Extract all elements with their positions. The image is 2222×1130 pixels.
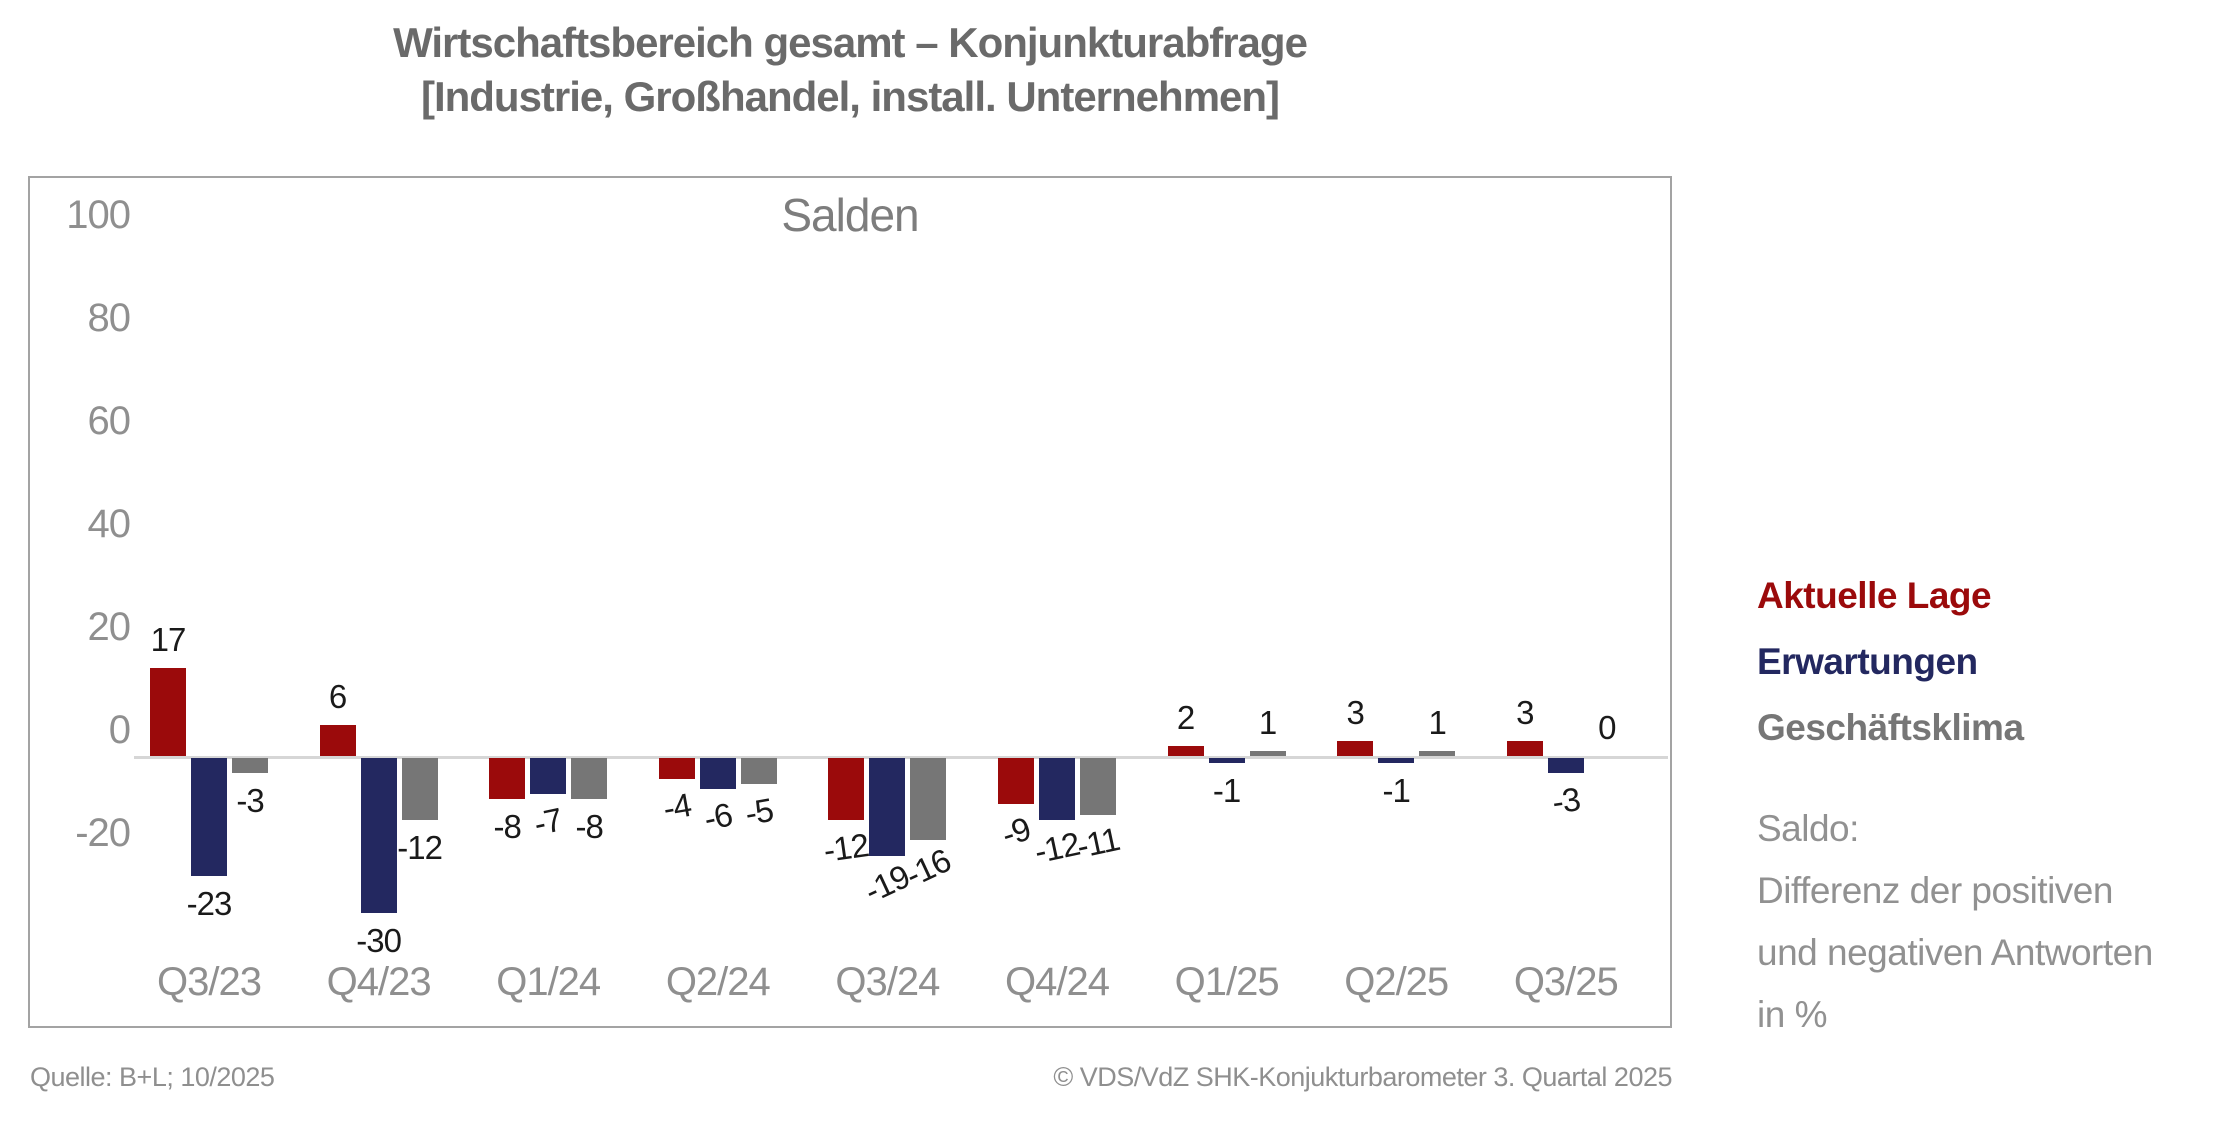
plot-inner-title: Salden	[781, 189, 919, 241]
zero-axis-line	[134, 756, 1668, 759]
x-category-label: Q1/24	[496, 960, 601, 1004]
saldo-note-line: Differenz der positiven	[1757, 870, 2113, 911]
bar-value-label: 2	[1176, 699, 1195, 736]
bar	[869, 758, 906, 856]
bar	[191, 758, 227, 876]
bar-value-label: -23	[186, 885, 233, 922]
x-category-label: Q4/24	[1005, 960, 1110, 1004]
bar	[401, 758, 438, 820]
bar	[360, 758, 397, 913]
bar	[1506, 741, 1543, 756]
chart-title-line1: Wirtschaftsbereich gesamt – Konjunkturab…	[393, 19, 1308, 66]
bar	[232, 758, 268, 773]
bar	[319, 725, 356, 756]
bar	[1167, 746, 1204, 756]
y-tick-label: 60	[87, 399, 132, 443]
bar	[1249, 751, 1286, 756]
bar-value-label: -3	[236, 782, 264, 819]
legend-saldo-note: Saldo: Differenz der positiven und negat…	[1757, 798, 2209, 1046]
bar	[571, 758, 608, 799]
bar	[998, 758, 1034, 804]
plot-area: 100 80 60 40 20 0 -20 17 6 -8 -4 -12 -9 2 3 3 -23 -30 -7 -6…	[30, 178, 1670, 1026]
bar	[828, 758, 865, 820]
saldo-note-line: und negativen Antworten	[1757, 932, 2153, 973]
x-category-label: Q3/23	[157, 960, 262, 1004]
bar	[150, 668, 186, 756]
bar-value-label: -12	[397, 829, 443, 866]
y-tick-label: 80	[87, 296, 132, 340]
bar	[1080, 758, 1116, 815]
copyright-note: © VDS/VdZ SHK-Konjukturbarometer 3. Quar…	[1053, 1062, 1672, 1092]
bar	[910, 758, 947, 840]
bar-value-label: 3	[1516, 694, 1534, 731]
source-note: Quelle: B+L; 10/2025	[30, 1062, 275, 1092]
bar-value-label: -30	[356, 922, 402, 959]
bar-value-label: 6	[328, 678, 347, 715]
bar	[1337, 741, 1374, 756]
bar	[1419, 751, 1456, 756]
bar-value-label: -8	[575, 808, 604, 845]
bar-value-label: -8	[493, 808, 522, 845]
legend-item-geschaeftsklima: Geschäftsklima	[1757, 707, 2024, 748]
bar-value-label: -1	[1382, 772, 1411, 809]
bar-value-label: -3	[1549, 780, 1582, 821]
bar	[699, 758, 736, 789]
bar-value-label: 1	[1258, 704, 1277, 741]
bar-value-label: 0	[1598, 709, 1616, 746]
x-category-label: Q2/24	[665, 960, 771, 1004]
bar	[530, 758, 567, 794]
saldo-note-line: Saldo:	[1757, 808, 1859, 849]
x-category-label: Q3/25	[1513, 960, 1619, 1004]
saldo-note-line: in %	[1757, 994, 1827, 1035]
y-tick-label: -20	[75, 811, 131, 855]
chart-title: Wirtschaftsbereich gesamt – Konjunkturab…	[28, 16, 1672, 124]
legend: Aktuelle Lage Erwartungen Geschäftsklima…	[1757, 570, 2209, 1046]
bar	[740, 758, 777, 784]
legend-item-erwartungen: Erwartungen	[1757, 641, 1978, 682]
x-category-label: Q4/23	[326, 960, 432, 1004]
bar	[1039, 758, 1075, 820]
bar-value-label: 1	[1428, 704, 1447, 741]
x-category-label: Q2/25	[1344, 960, 1449, 1004]
legend-item-aktuelle-lage: Aktuelle Lage	[1757, 575, 1992, 616]
chart-title-line2: [Industrie, Großhandel, install. Unterne…	[420, 73, 1280, 120]
bar	[1208, 758, 1245, 763]
y-tick-label: 20	[87, 605, 132, 649]
y-tick-label: 100	[66, 193, 131, 237]
x-category-label: Q1/25	[1174, 960, 1280, 1004]
bar	[489, 758, 526, 799]
chart-area: 100 80 60 40 20 0 -20 17 6 -8 -4 -12 -9 2 3 3 -23 -30 -7 -6…	[28, 176, 1672, 1028]
y-tick-label: 0	[108, 708, 131, 752]
bar	[1547, 758, 1584, 773]
bar-value-label: -1	[1212, 772, 1241, 809]
bar-value-label: 3	[1346, 694, 1365, 731]
x-category-label: Q3/24	[835, 960, 940, 1004]
bar	[658, 758, 695, 779]
y-tick-label: 40	[87, 502, 132, 546]
bar-value-label: 17	[150, 621, 187, 658]
bar	[1378, 758, 1415, 763]
